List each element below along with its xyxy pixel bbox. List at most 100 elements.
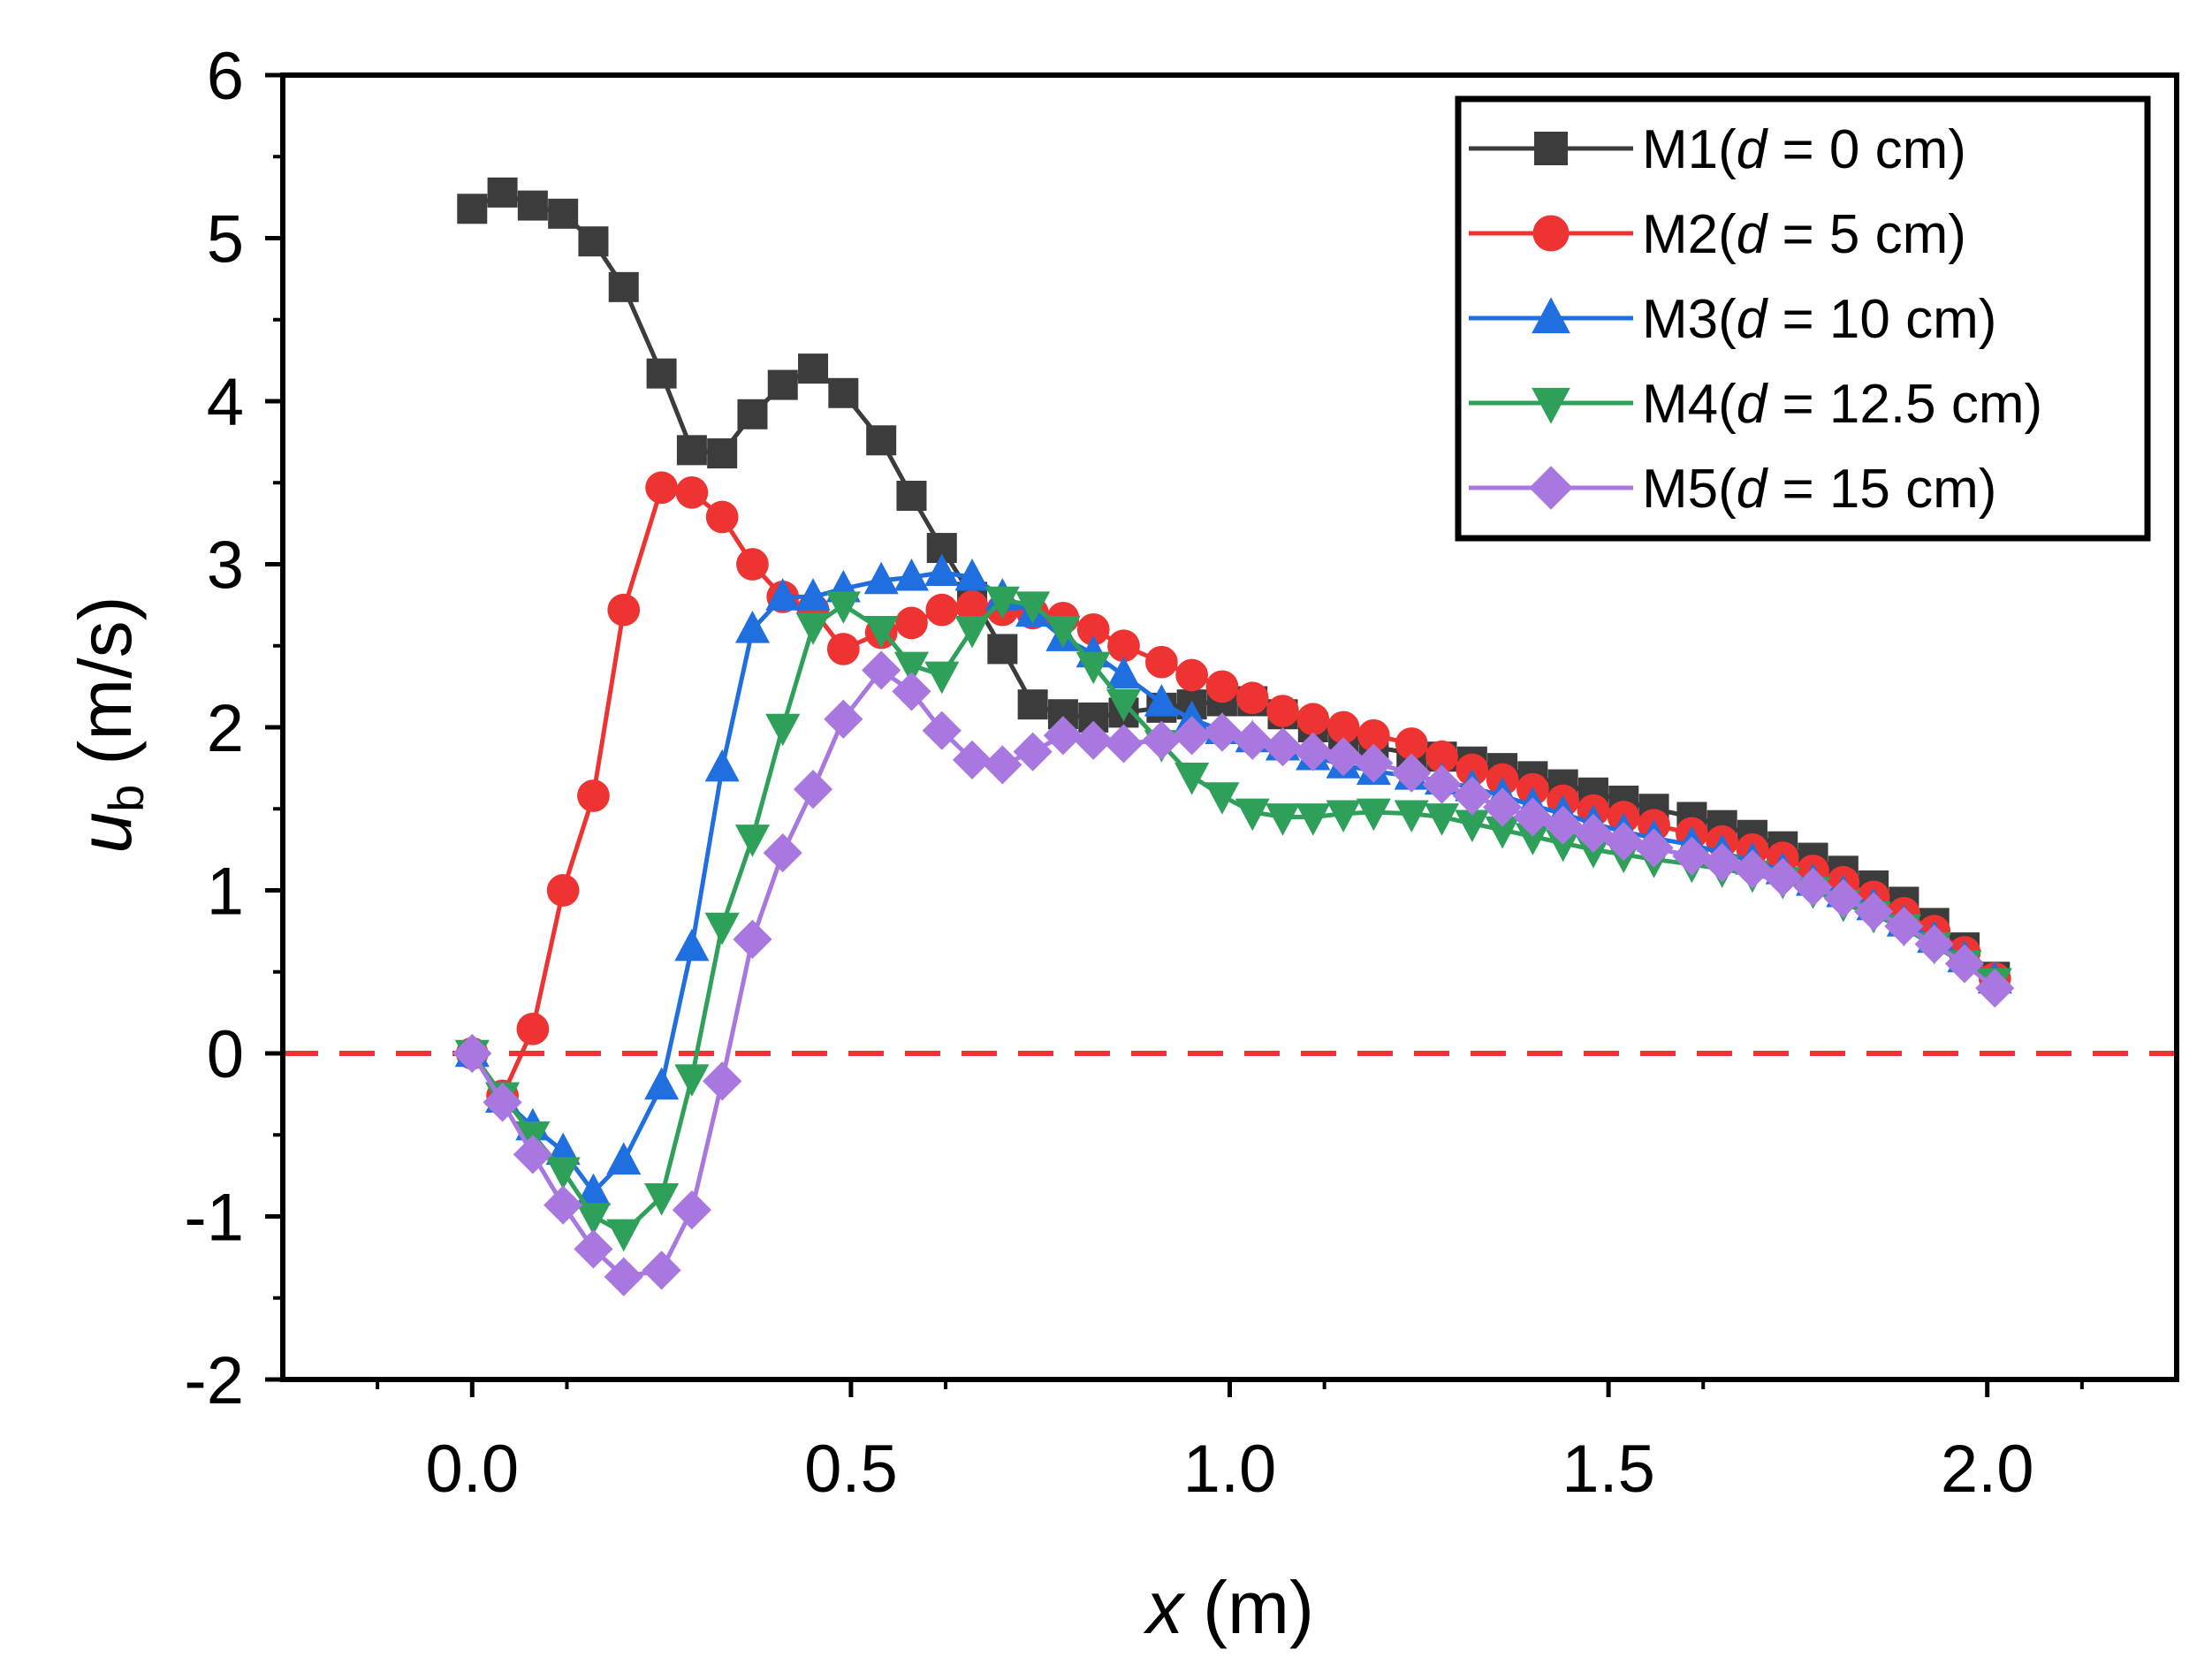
legend-label-suffix: = 10 cm) xyxy=(1767,289,1996,350)
data-point xyxy=(483,1083,522,1122)
y-tick-label: 2 xyxy=(207,691,244,766)
data-point xyxy=(608,271,639,302)
data-point xyxy=(1944,944,1985,984)
data-point xyxy=(862,650,901,690)
series-m5 xyxy=(452,650,2015,1296)
legend-entry-m4: M4(d = 12.5 cm) xyxy=(1469,374,2042,435)
data-point xyxy=(1205,782,1240,815)
data-point xyxy=(1106,656,1142,689)
data-point xyxy=(734,825,771,857)
data-point xyxy=(828,377,859,408)
data-point xyxy=(606,1142,642,1175)
legend-label: M5(d = 15 cm) xyxy=(1642,459,1996,520)
data-point xyxy=(1043,716,1083,756)
legend-label-variable: d xyxy=(1737,374,1769,435)
legend-label-suffix: = 5 cm) xyxy=(1767,204,1966,265)
data-point xyxy=(1424,803,1460,836)
data-point xyxy=(1452,776,1492,816)
data-point xyxy=(826,633,860,665)
data-point xyxy=(548,198,579,229)
legend-label: M3(d = 10 cm) xyxy=(1642,289,1996,350)
data-point xyxy=(1326,711,1360,744)
data-point xyxy=(1394,800,1429,833)
y-tick-label: 5 xyxy=(207,202,244,277)
legend-label-variable: d xyxy=(1737,459,1769,520)
data-point xyxy=(1296,703,1330,736)
data-point xyxy=(516,1012,550,1045)
legend-label-prefix: M5( xyxy=(1642,459,1737,520)
data-point xyxy=(733,919,772,959)
data-point xyxy=(954,616,990,649)
legend-marker xyxy=(1532,297,1570,334)
data-point xyxy=(1235,681,1269,715)
x-tick-label: 1.5 xyxy=(1562,1432,1655,1507)
legend-marker xyxy=(1529,466,1573,510)
data-point xyxy=(545,1132,581,1165)
y-tick-label: 4 xyxy=(207,365,244,440)
data-point xyxy=(1455,809,1490,843)
data-point xyxy=(1634,828,1674,868)
data-point xyxy=(1235,798,1270,832)
data-point xyxy=(763,832,802,873)
data-point xyxy=(925,593,959,627)
legend-label: M4(d = 12.5 cm) xyxy=(1642,374,2042,435)
data-point xyxy=(513,1135,552,1174)
data-point xyxy=(577,779,610,812)
data-point xyxy=(704,912,740,946)
data-point xyxy=(1543,805,1583,845)
data-point xyxy=(1482,787,1523,827)
data-point xyxy=(798,353,829,384)
data-point xyxy=(675,475,709,509)
legend-label-prefix: M1( xyxy=(1642,119,1737,180)
data-point xyxy=(672,1190,711,1230)
data-point xyxy=(1106,689,1142,722)
data-point xyxy=(1172,716,1212,756)
data-point xyxy=(1205,670,1239,703)
data-point xyxy=(575,1203,612,1235)
data-point xyxy=(984,586,1020,619)
data-point xyxy=(892,672,931,711)
data-point xyxy=(546,874,580,907)
data-point xyxy=(795,578,831,611)
series-layer xyxy=(452,177,2015,1296)
data-point xyxy=(1854,892,1894,931)
data-point xyxy=(983,745,1022,785)
data-point xyxy=(604,1257,643,1296)
data-point xyxy=(1515,823,1550,855)
data-point xyxy=(704,749,740,782)
data-point xyxy=(1076,651,1111,685)
data-point xyxy=(893,651,930,685)
y-tick-label: -2 xyxy=(184,1343,244,1418)
x-tick-label: 1.0 xyxy=(1183,1432,1277,1507)
data-point xyxy=(1392,753,1432,793)
data-point xyxy=(543,1185,583,1225)
data-point xyxy=(517,190,548,221)
data-point xyxy=(1263,727,1303,767)
data-point xyxy=(893,559,930,591)
data-point xyxy=(955,590,989,623)
legend-label-suffix: = 15 cm) xyxy=(1767,459,1996,520)
data-point xyxy=(1013,732,1053,771)
data-point xyxy=(1074,720,1114,760)
x-tick-label: 0.0 xyxy=(425,1432,519,1507)
legend: M1(d = 0 cm)M2(d = 5 cm)M3(d = 10 cm)M4(… xyxy=(1455,95,2151,542)
y-axis-variable: u xyxy=(64,812,147,854)
data-point xyxy=(1233,720,1273,760)
legend-label: M1(d = 0 cm) xyxy=(1642,119,1966,180)
data-point xyxy=(452,1033,492,1074)
data-point xyxy=(674,928,710,961)
data-point xyxy=(895,606,928,640)
legend-entry-m1: M1(d = 0 cm) xyxy=(1469,119,1966,180)
data-point xyxy=(1107,629,1140,663)
data-point xyxy=(606,1219,642,1252)
data-point xyxy=(1323,737,1364,777)
data-point xyxy=(825,591,861,624)
data-point xyxy=(575,1173,612,1206)
legend-entry-m5: M5(d = 15 cm) xyxy=(1469,459,1996,520)
data-point xyxy=(1485,816,1520,849)
legend-label-prefix: M3( xyxy=(1642,289,1737,350)
data-point xyxy=(646,358,677,389)
data-point xyxy=(644,1067,680,1100)
data-point xyxy=(676,435,707,466)
